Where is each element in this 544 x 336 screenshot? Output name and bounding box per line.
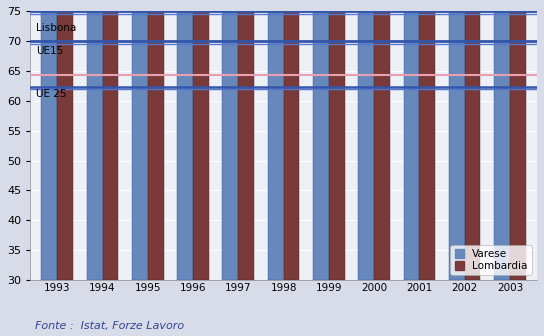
Bar (102, 0, 119, 280)
Bar (374, 0, 390, 280)
Bar (510, 0, 526, 280)
Bar (465, 0, 480, 280)
Bar (268, 0, 283, 280)
Bar (57, 0, 73, 280)
Bar (283, 0, 299, 280)
Bar (419, 0, 435, 280)
Bar (494, 0, 510, 280)
Bar (177, 0, 193, 280)
Text: Lisbona: Lisbona (36, 23, 76, 33)
Text: UE 25: UE 25 (36, 89, 67, 99)
Bar (238, 0, 254, 280)
Bar (404, 0, 419, 280)
Bar (449, 0, 465, 280)
Bar (148, 0, 164, 280)
Text: UE15: UE15 (36, 46, 64, 56)
Text: Fonte :  Istat, Forze Lavoro: Fonte : Istat, Forze Lavoro (35, 321, 184, 331)
Bar (358, 0, 374, 280)
Bar (132, 0, 148, 280)
Bar (86, 0, 102, 280)
Bar (222, 0, 238, 280)
Bar (313, 0, 329, 280)
Legend: Varese, Lombardia: Varese, Lombardia (450, 245, 532, 275)
Bar (329, 0, 345, 280)
Bar (41, 0, 57, 280)
Bar (193, 0, 209, 280)
